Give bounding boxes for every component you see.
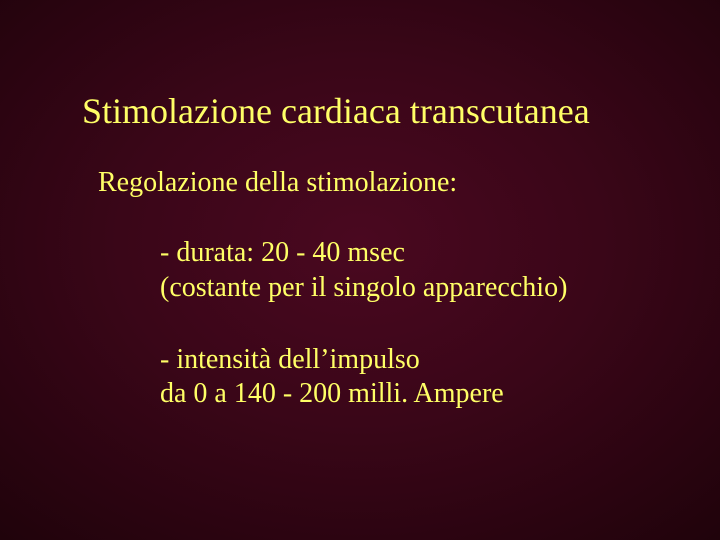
subtitle: Regolazione della stimolazione: [98, 168, 680, 199]
page-title: Stimolazione cardiaca transcutanea [82, 92, 680, 132]
bullet-duration-line1: - durata: 20 - 40 msec [160, 237, 405, 268]
bullet-intensity-line1: - intensità dell’impulso [160, 344, 420, 375]
bullet-intensity: - intensità dell’impulso da 0 a 140 - 20… [160, 343, 680, 411]
bullet-intensity-line2: da 0 a 140 - 200 milli. Ampere [160, 378, 504, 409]
slide: Stimolazione cardiaca transcutanea Regol… [0, 0, 720, 540]
bullet-duration: - durata: 20 - 40 msec (costante per il … [160, 236, 680, 304]
bullet-duration-line2: (costante per il singolo apparecchio) [160, 272, 567, 303]
